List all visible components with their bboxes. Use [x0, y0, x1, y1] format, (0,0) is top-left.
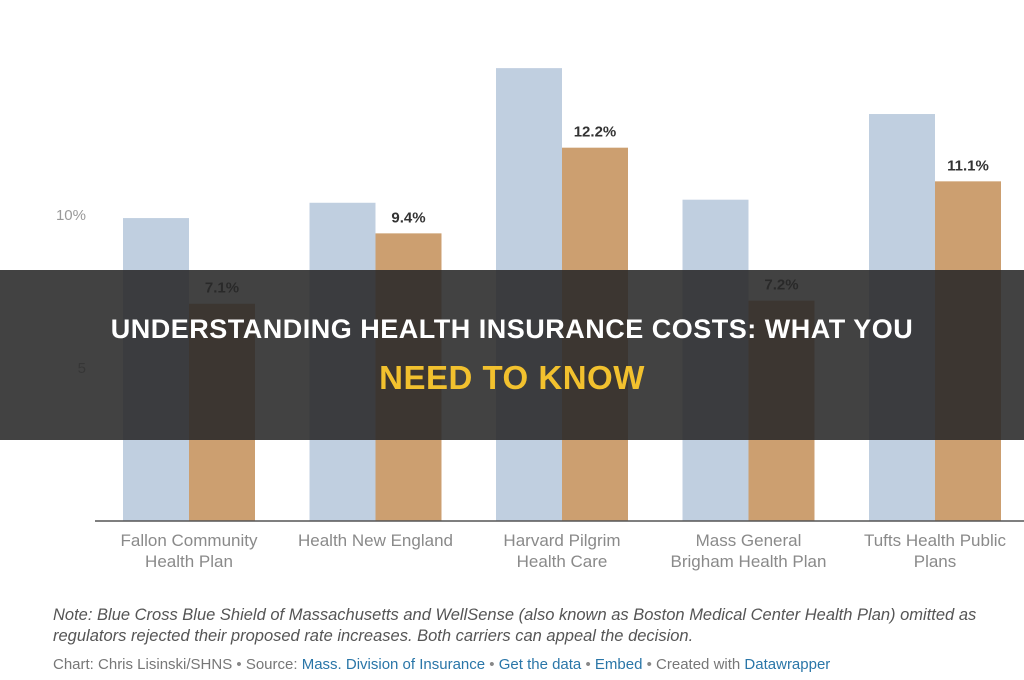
note-line-2: regulators rejected their proposed rate …: [53, 627, 694, 645]
source-label: Source:: [245, 656, 298, 673]
embed-link[interactable]: Embed: [594, 656, 643, 673]
created-with-label: Created with: [656, 656, 741, 673]
chart-note: Note: Blue Cross Blue Shield of Massachu…: [53, 605, 1024, 647]
separator-dot: •: [646, 656, 652, 673]
bar-data-label: 9.4%: [391, 209, 425, 226]
banner-title-line-2: NEED TO KNOW: [379, 359, 645, 396]
x-category-label: Mass General Brigham Health Plan: [671, 531, 827, 571]
credit-author: Chart: Chris Lisinski/SHNS: [53, 656, 233, 673]
datawrapper-link[interactable]: Datawrapper: [744, 656, 831, 673]
get-data-link[interactable]: Get the data: [498, 656, 582, 673]
separator-dot: •: [489, 656, 495, 673]
chart-credit: Chart: Chris Lisinski/SHNS • Source: Mas…: [53, 656, 830, 673]
x-category-label: Fallon Community Health Plan: [121, 531, 258, 571]
separator-dot: •: [236, 656, 242, 673]
note-line-1: Note: Blue Cross Blue Shield of Massachu…: [53, 606, 977, 624]
x-category-label: Tufts Health Public Plans: [864, 531, 1007, 571]
x-category-label: Health New England: [298, 531, 453, 550]
banner-title-line-1: UNDERSTANDING HEALTH INSURANCE COSTS: WH…: [110, 314, 914, 344]
y-tick-label: 10%: [56, 207, 86, 224]
title-banner: UNDERSTANDING HEALTH INSURANCE COSTS: WH…: [0, 270, 1024, 440]
separator-dot: •: [585, 656, 591, 673]
source-link[interactable]: Mass. Division of Insurance: [301, 656, 486, 673]
bar-data-label: 11.1%: [947, 157, 989, 174]
bar-data-label: 12.2%: [574, 124, 617, 141]
x-category-label: Harvard Pilgrim Health Care: [503, 531, 620, 571]
